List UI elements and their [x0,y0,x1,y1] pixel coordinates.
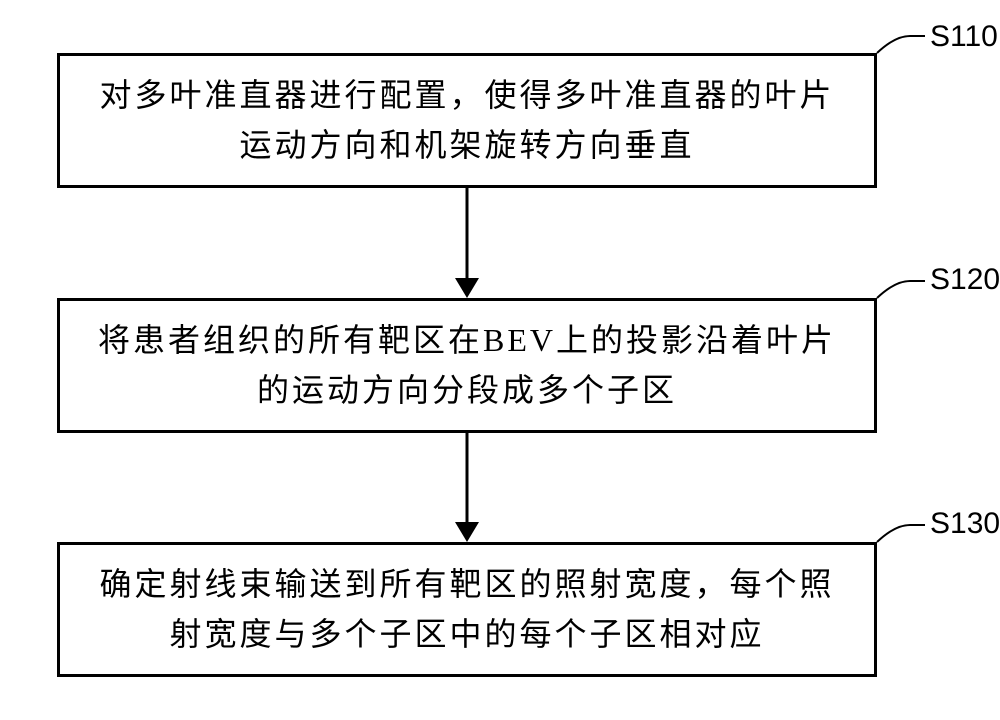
flow-node-s120-text: 将患者组织的所有靶区在BEV上的投影沿着叶片的运动方向分段成多个子区 [90,316,844,415]
flow-label-s120: S120 [930,263,1000,297]
flow-label-s130: S130 [930,507,1000,541]
flow-label-s110: S110 [930,20,998,54]
flow-node-s110-text: 对多叶准直器进行配置，使得多叶准直器的叶片运动方向和机架旋转方向垂直 [90,71,844,170]
flow-node-s130-text: 确定射线束输送到所有靶区的照射宽度，每个照射宽度与多个子区中的每个子区相对应 [90,560,844,659]
flow-node-s110: 对多叶准直器进行配置，使得多叶准直器的叶片运动方向和机架旋转方向垂直 [57,53,877,188]
flow-node-s130: 确定射线束输送到所有靶区的照射宽度，每个照射宽度与多个子区中的每个子区相对应 [57,542,877,677]
flowchart-root: 对多叶准直器进行配置，使得多叶准直器的叶片运动方向和机架旋转方向垂直 S110 … [0,0,1000,720]
flow-node-s120: 将患者组织的所有靶区在BEV上的投影沿着叶片的运动方向分段成多个子区 [57,298,877,433]
